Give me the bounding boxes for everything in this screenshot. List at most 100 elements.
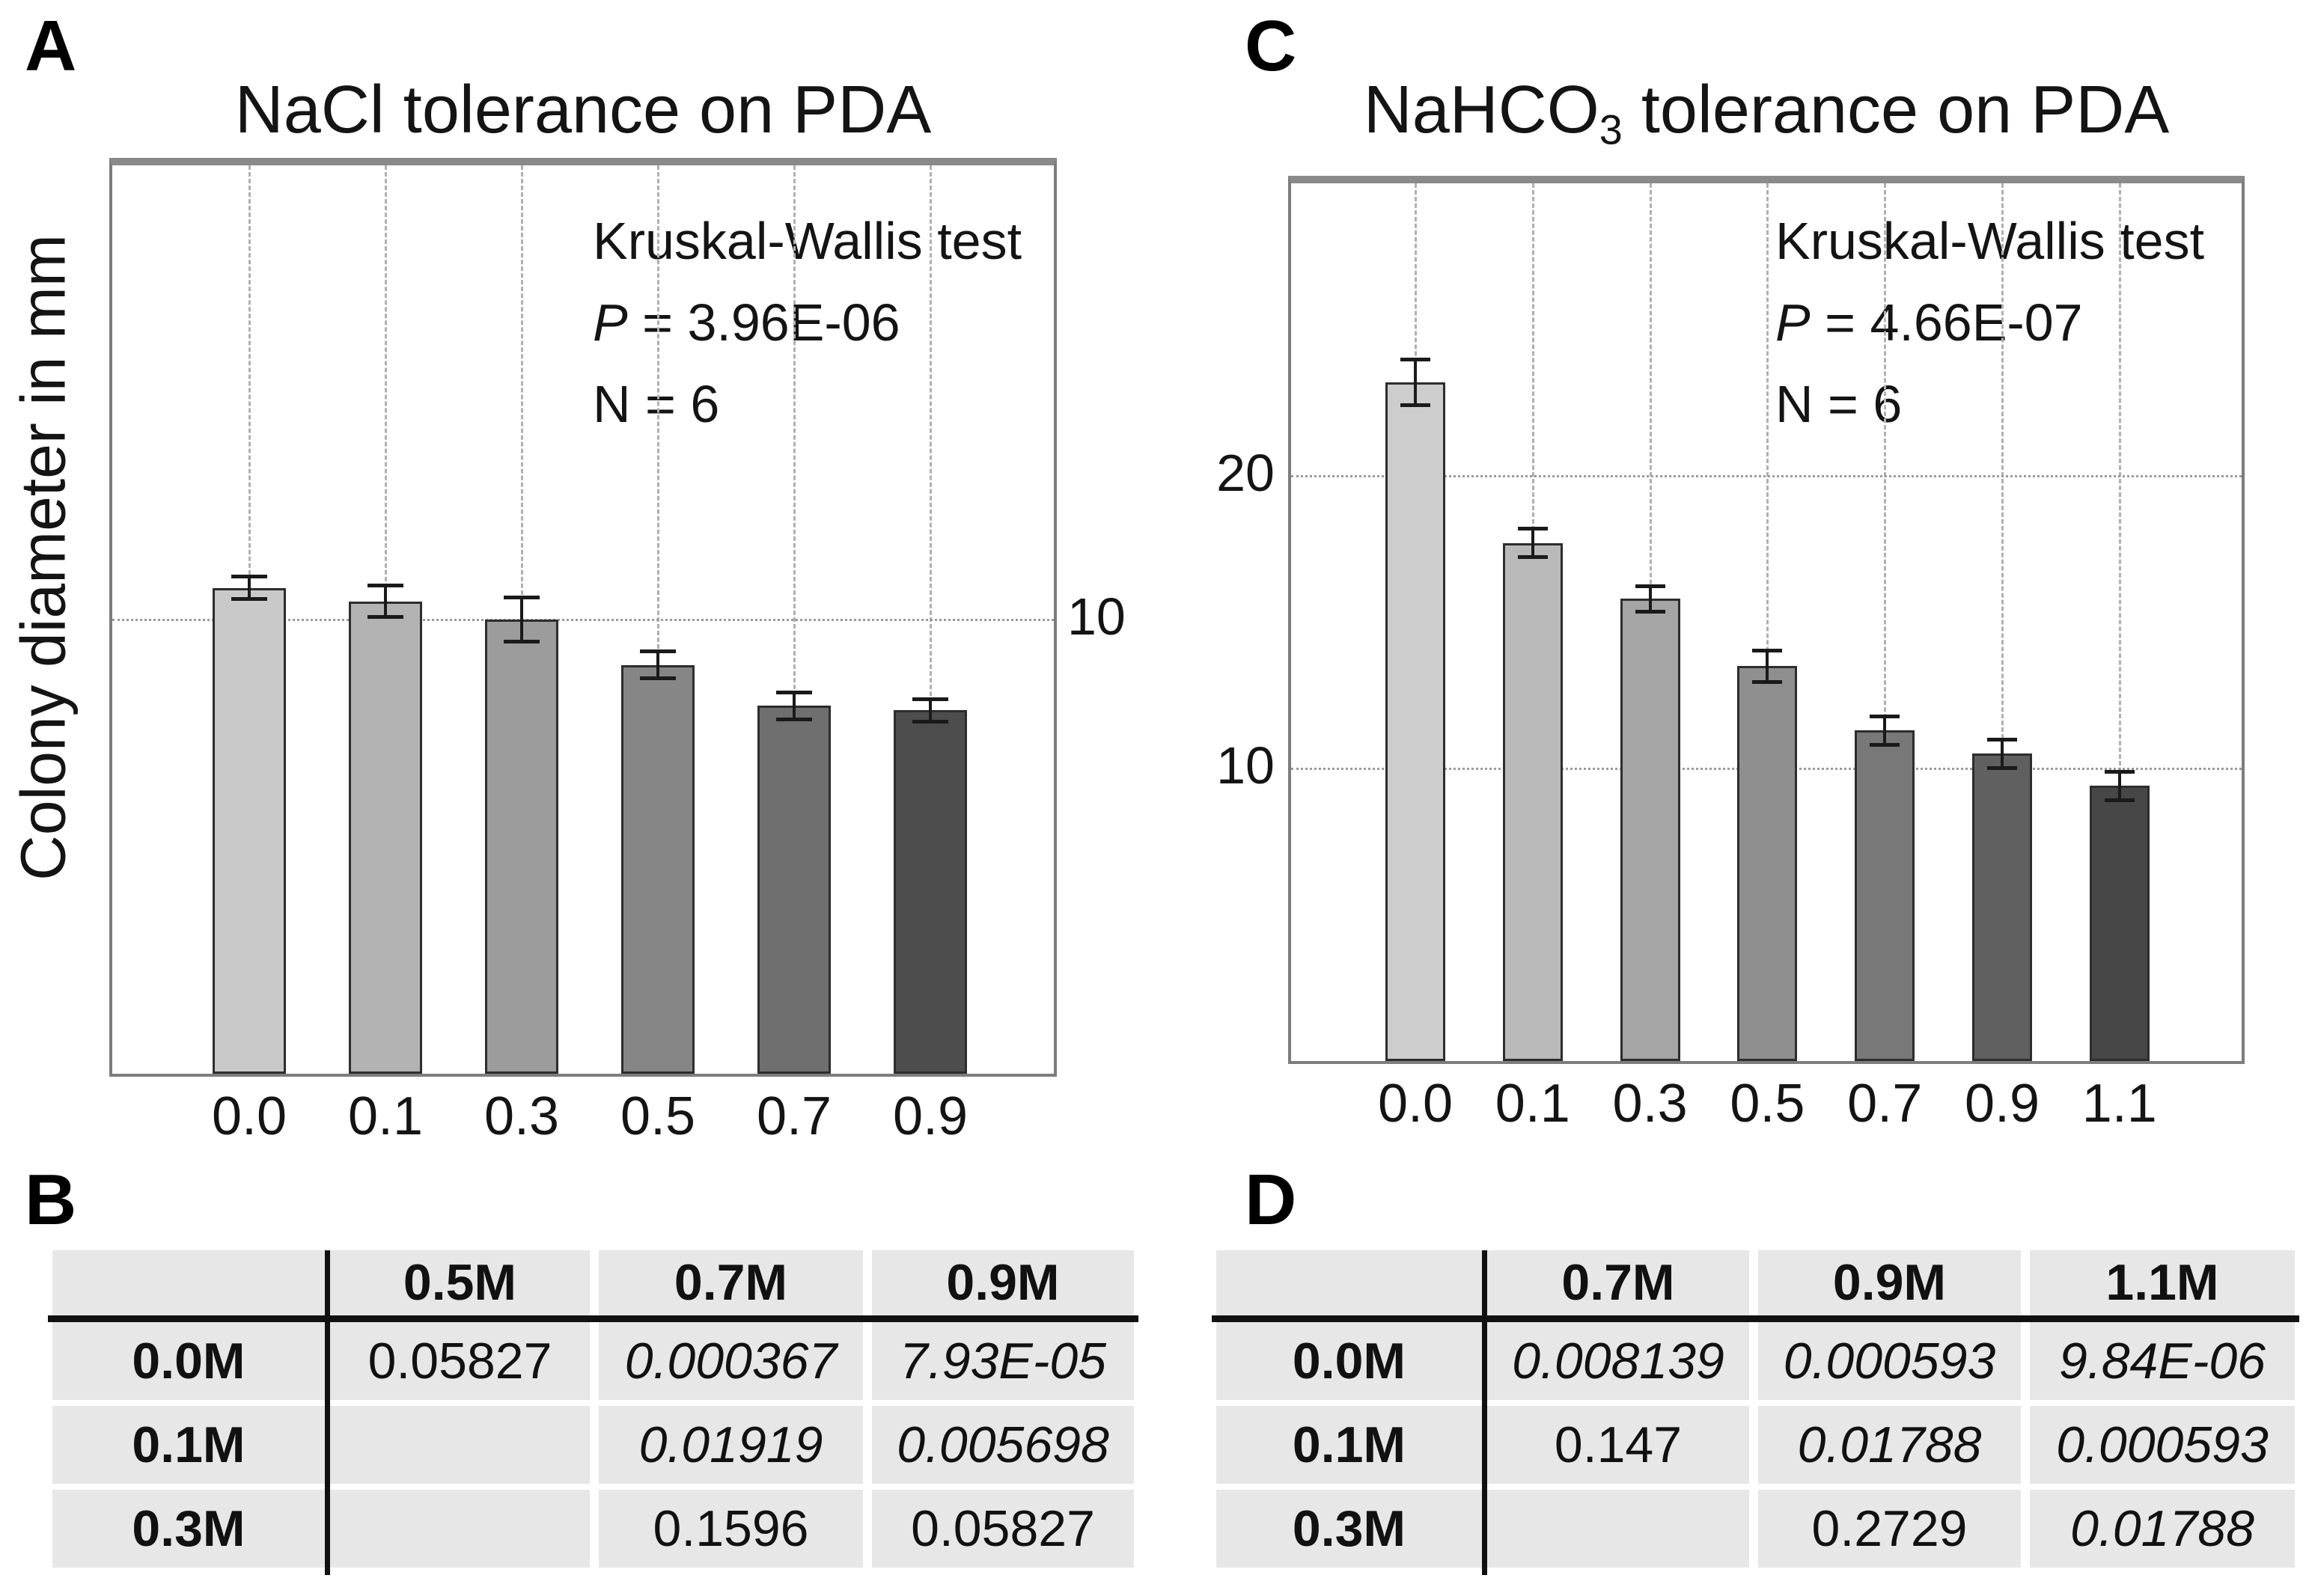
chart-c-title: NaHCO3 tolerance on PDA xyxy=(1291,72,2242,154)
bar xyxy=(485,620,558,1074)
table-header-cell: 1.1M xyxy=(2030,1250,2295,1315)
chart-a-stats-p: P = 3.96E-06 xyxy=(593,293,900,352)
error-bar-cap xyxy=(504,595,540,599)
x-tick-label: 0.1 xyxy=(1495,1074,1570,1134)
table-cell: 0.01788 xyxy=(1758,1406,2021,1484)
y-tick-label: 20 xyxy=(1216,444,1275,502)
error-bar xyxy=(1414,358,1417,406)
panel-label-b: B xyxy=(25,1160,77,1240)
bar xyxy=(1972,753,2032,1061)
table-divider-horizontal xyxy=(1212,1315,2299,1322)
panel-label-d: D xyxy=(1245,1160,1297,1240)
error-bar xyxy=(384,585,387,617)
error-bar-cap xyxy=(1870,714,1900,718)
error-bar xyxy=(2001,739,2004,768)
table-header-cell: 0.9M xyxy=(872,1250,1134,1315)
y-tick-label: 10 xyxy=(1216,736,1275,795)
table-cell: 0.000593 xyxy=(1758,1322,2021,1400)
error-bar-cap xyxy=(776,691,812,695)
chart-c-stats-test: Kruskal-Wallis test xyxy=(1775,212,2205,270)
error-bar-cap xyxy=(367,584,403,588)
error-bar xyxy=(1531,528,1534,558)
table-row-label: 0.3M xyxy=(52,1490,325,1568)
chart-c-title-pre: NaHCO xyxy=(1363,73,1599,147)
table-cell: 7.93E-05 xyxy=(872,1322,1134,1400)
error-bar-cap xyxy=(640,649,676,654)
panel-label-c: C xyxy=(1245,6,1297,86)
table-cell: 0.01919 xyxy=(599,1406,863,1484)
x-tick-label: 0.5 xyxy=(1730,1074,1805,1134)
gridline-horizontal xyxy=(1291,475,2242,477)
bar xyxy=(1385,382,1445,1061)
table-divider-vertical xyxy=(325,1250,330,1575)
error-bar-cap xyxy=(1987,737,2017,742)
table-cell: 0.000367 xyxy=(599,1322,863,1400)
bar xyxy=(757,706,831,1074)
bar xyxy=(894,710,967,1074)
x-tick-label: 0.9 xyxy=(892,1086,969,1146)
y-axis-label: Colony diameter in mm xyxy=(7,234,79,881)
bar xyxy=(1620,599,1680,1061)
table-row-label: 0.3M xyxy=(1216,1490,1482,1568)
error-bar-cap xyxy=(504,640,540,644)
error-bar-cap xyxy=(912,697,948,702)
x-tick-label: 0.5 xyxy=(620,1086,696,1146)
error-bar-cap xyxy=(1517,527,1548,531)
x-tick-label: 0.0 xyxy=(1377,1074,1454,1134)
table-header-cell: 0.5M xyxy=(330,1250,590,1315)
bar xyxy=(1502,542,1563,1061)
gridline-vertical xyxy=(2001,183,2004,1061)
chart-c-stats-n: N = 6 xyxy=(1775,375,1903,433)
error-bar xyxy=(1648,585,1652,612)
error-bar xyxy=(656,651,659,679)
table-divider-vertical xyxy=(1482,1250,1487,1575)
table-header-cell xyxy=(52,1250,325,1315)
error-bar-cap xyxy=(2104,798,2135,802)
error-bar-cap xyxy=(1635,584,1665,588)
table-row-label: 0.0M xyxy=(1216,1322,1482,1400)
table-cell: 0.1596 xyxy=(599,1490,863,1568)
error-bar xyxy=(1883,715,1887,745)
gridline-vertical xyxy=(1766,183,1769,1061)
error-bar xyxy=(2117,771,2121,801)
table-row-label: 0.0M xyxy=(52,1322,325,1400)
error-bar-cap xyxy=(2104,769,2135,774)
chart-c-stats: Kruskal-Wallis test P = 4.66E-07 N = 6 xyxy=(1775,201,2204,445)
x-tick-label: 0.0 xyxy=(211,1086,287,1146)
error-bar-cap xyxy=(640,676,676,680)
error-bar xyxy=(793,692,796,720)
error-bar xyxy=(248,576,251,599)
error-bar-cap xyxy=(1635,609,1665,614)
table-row-label: 0.1M xyxy=(1216,1406,1482,1484)
gridline-vertical xyxy=(2118,183,2121,1061)
chart-a-title: NaCl tolerance on PDA xyxy=(234,73,932,147)
table-cell: 0.005698 xyxy=(872,1406,1134,1484)
table-header-cell xyxy=(1216,1250,1482,1315)
table-row-label: 0.1M xyxy=(52,1406,325,1484)
chart-c-stats-p: P = 4.66E-07 xyxy=(1775,293,2083,352)
table-cell: 0.05827 xyxy=(330,1322,590,1400)
chart-a-stats-test: Kruskal-Wallis test xyxy=(593,212,1022,270)
bar xyxy=(1855,730,1915,1061)
table-cell: 0.008139 xyxy=(1487,1322,1749,1400)
error-bar xyxy=(520,596,523,643)
table-cell: 0.01788 xyxy=(2030,1490,2295,1568)
error-bar-cap xyxy=(367,614,403,619)
error-bar-cap xyxy=(231,596,267,601)
gridline-vertical xyxy=(1884,183,1887,1061)
bar xyxy=(2089,786,2150,1061)
y-tick-label: 10 xyxy=(1067,587,1126,646)
x-tick-label: 0.7 xyxy=(756,1086,832,1146)
table-cell xyxy=(1487,1490,1749,1568)
chart-a-stats: Kruskal-Wallis test P = 3.96E-06 N = 6 xyxy=(593,201,1022,445)
error-bar-cap xyxy=(1517,555,1548,560)
bar xyxy=(1737,666,1798,1061)
table-cell xyxy=(330,1406,590,1484)
error-bar-cap xyxy=(1987,766,2017,770)
chart-c-title-post: tolerance on PDA xyxy=(1622,73,2170,147)
error-bar-cap xyxy=(912,719,948,724)
error-bar-cap xyxy=(231,575,267,579)
gridline-horizontal xyxy=(112,619,1054,621)
error-bar-cap xyxy=(1752,648,1783,652)
